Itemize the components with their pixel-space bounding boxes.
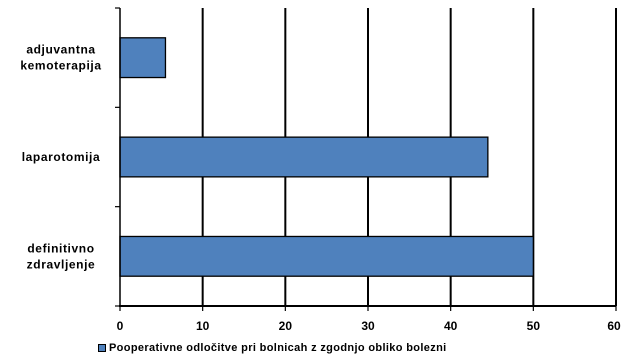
category-label: laparotomija <box>22 150 101 164</box>
legend-label: Pooperativne odločitve pri bolnicah z zg… <box>109 342 447 354</box>
x-tick-label: 30 <box>361 319 375 333</box>
axes <box>115 7 617 311</box>
x-tick-label: 0 <box>117 319 124 333</box>
x-tick-label: 40 <box>444 319 458 333</box>
category-label: definitivno zdravljenje <box>27 241 96 271</box>
legend: Pooperativne odločitve pri bolnicah z zg… <box>98 340 447 356</box>
bars <box>119 37 534 277</box>
x-tick-label: 50 <box>527 319 541 333</box>
bar <box>119 37 167 79</box>
bar <box>119 136 489 178</box>
category-label-line: kemoterapija <box>20 59 101 73</box>
category-label-line: adjuvantna <box>26 43 95 57</box>
category-label-line: laparotomija <box>22 150 101 164</box>
x-tick-label: 20 <box>279 319 293 333</box>
bar <box>119 235 534 277</box>
category-label: adjuvantna kemoterapija <box>20 43 101 73</box>
x-tick-labels: 0 10 20 30 40 50 60 <box>117 319 621 333</box>
category-label-line: definitivno <box>27 241 94 255</box>
legend-swatch <box>98 344 106 352</box>
category-labels: adjuvantna kemoterapija laparotomija defini… <box>20 43 101 272</box>
x-tick-label: 10 <box>196 319 210 333</box>
category-label-line: zdravljenje <box>27 257 96 271</box>
x-tick-label: 60 <box>607 319 621 333</box>
